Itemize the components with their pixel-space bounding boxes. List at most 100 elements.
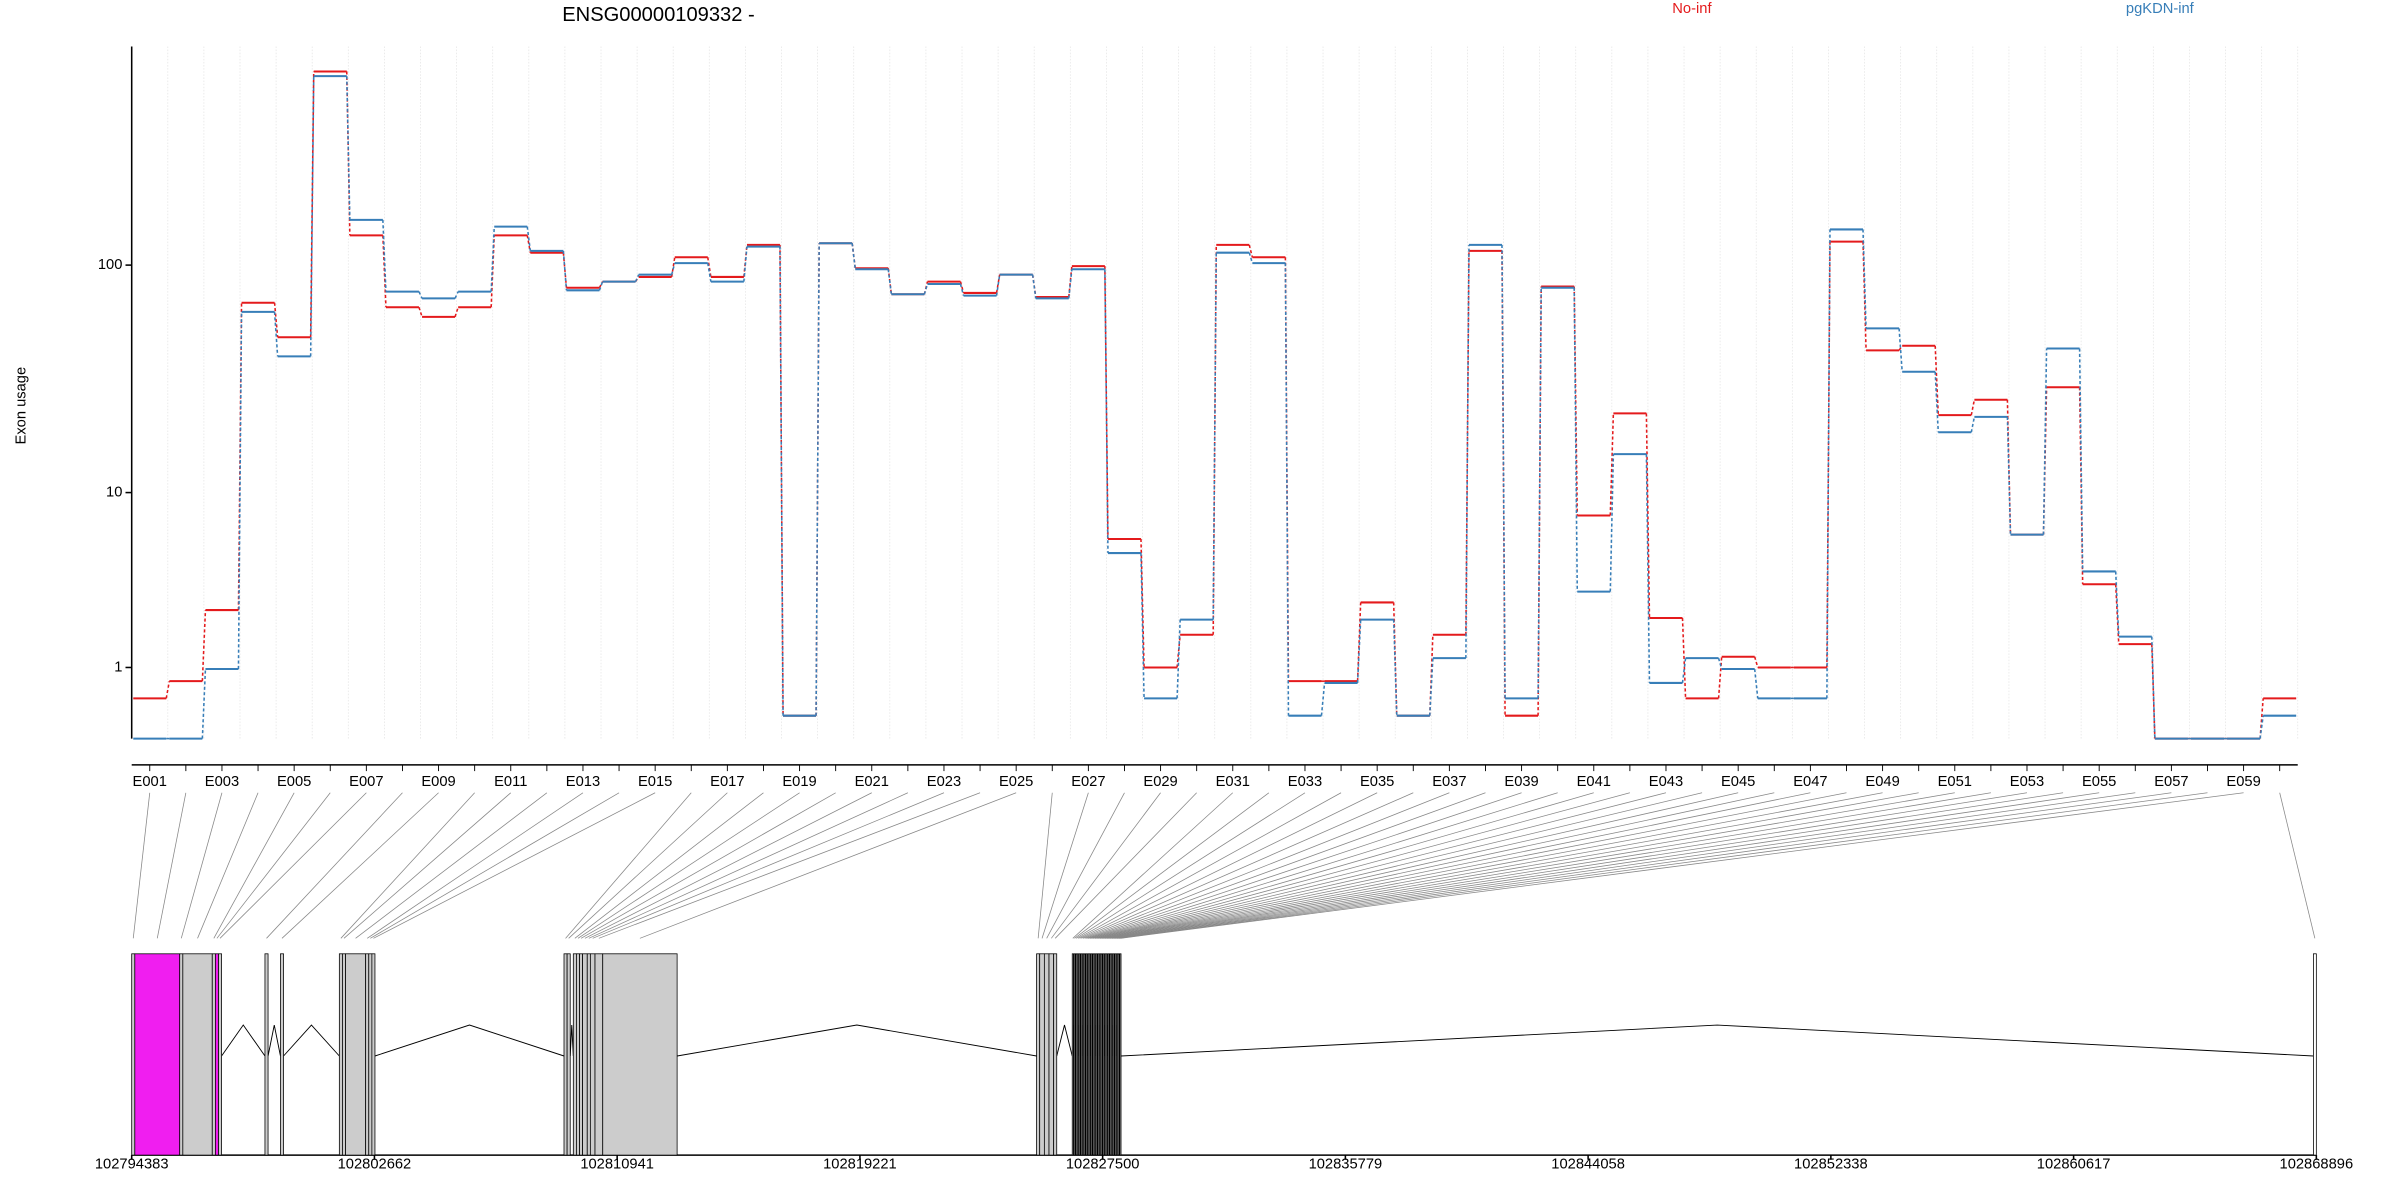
- step-connector: [923, 283, 929, 295]
- x-tick-label: E053: [2010, 774, 2044, 790]
- exon-connector: [1118, 792, 2208, 939]
- exon: [1090, 953, 1093, 1156]
- exon-connector: [1108, 792, 1991, 939]
- x-tick-label: E041: [1577, 774, 1611, 790]
- x-tick-label: E015: [638, 774, 672, 790]
- exon-connector: [1099, 792, 1811, 939]
- step-connector: [1429, 658, 1434, 716]
- exon: [579, 953, 583, 1156]
- step-connector: [2114, 571, 2120, 637]
- exon-connector: [565, 792, 692, 939]
- step-connector: [1212, 252, 1218, 620]
- genomic-tick-label: 102852338: [1794, 1156, 1868, 1172]
- x-tick-label: E003: [205, 774, 239, 790]
- step-connector: [779, 246, 784, 716]
- step-connector: [1681, 658, 1687, 684]
- exon: [1071, 953, 1074, 1156]
- exon: [1114, 953, 1117, 1156]
- exon-connector: [219, 792, 367, 939]
- exon-connector: [373, 792, 656, 939]
- exon-connector: [2279, 792, 2316, 939]
- step-connector: [959, 281, 965, 294]
- step-connector: [1573, 286, 1579, 516]
- step-connector: [526, 226, 532, 251]
- step-connector: [1753, 668, 1759, 699]
- exon-connector: [1110, 792, 2028, 939]
- exon: [1104, 953, 1107, 1156]
- exon: [182, 953, 213, 1156]
- step-connector: [1898, 345, 1903, 351]
- x-tick-label: E011: [494, 774, 527, 790]
- exon-connector: [1084, 792, 1486, 939]
- exon-connector: [1079, 792, 1378, 939]
- exon: [1092, 953, 1095, 1156]
- exon-connector: [588, 792, 909, 939]
- x-tick-label: E027: [1071, 774, 1105, 790]
- exon: [1117, 953, 1120, 1156]
- exon-connector: [1046, 792, 1125, 939]
- y-tick-label: 10: [106, 484, 122, 500]
- legend-label: pgKDN-inf: [2126, 1, 2195, 17]
- exon: [1082, 953, 1085, 1156]
- step-connector: [1934, 345, 1940, 416]
- exon-connector: [1088, 792, 1558, 939]
- intron: [569, 1025, 574, 1057]
- exon-connector: [180, 792, 223, 939]
- exon: [1048, 953, 1055, 1156]
- exon-connector: [1076, 792, 1306, 939]
- genomic-tick-label: 102844058: [1551, 1156, 1625, 1172]
- exon-connector: [197, 792, 259, 939]
- x-tick-label: E001: [133, 774, 167, 790]
- exon-connector: [1093, 792, 1667, 939]
- exon-connector: [1037, 792, 1053, 939]
- x-tick-label: E021: [855, 774, 889, 790]
- x-tick-label: E029: [1143, 774, 1177, 790]
- step-connector: [634, 274, 640, 282]
- exon-connector: [1089, 792, 1594, 939]
- exon-connector: [1111, 792, 2064, 939]
- step-connector: [1753, 656, 1759, 668]
- x-tick-label: E055: [2082, 774, 2116, 790]
- exon: [1109, 953, 1112, 1156]
- exon: [594, 953, 604, 1156]
- exon: [572, 953, 577, 1156]
- step-connector: [1609, 454, 1615, 592]
- exon-connector: [568, 792, 728, 939]
- step-connector: [201, 668, 207, 739]
- exon-connector: [598, 792, 981, 939]
- exon: [338, 953, 343, 1156]
- chart-title: ENSG00000109332 -: [562, 4, 755, 26]
- intron: [1056, 1024, 1073, 1057]
- step-connector: [1898, 328, 1903, 372]
- step-connector: [1067, 269, 1073, 299]
- exon-connector: [1094, 792, 1703, 939]
- step-connector: [1681, 617, 1687, 699]
- exon-connector: [366, 792, 584, 939]
- step-connector: [959, 283, 965, 296]
- exon: [134, 953, 181, 1156]
- exon: [264, 953, 269, 1156]
- step-connector: [1140, 553, 1145, 699]
- x-tick-label: E033: [1288, 774, 1322, 790]
- exon-connector: [132, 792, 151, 939]
- exon-connector: [1115, 792, 2136, 939]
- exon: [1075, 953, 1078, 1156]
- step-connector: [995, 274, 1001, 296]
- exon: [586, 953, 591, 1156]
- exon-connector: [584, 792, 872, 939]
- y-tick-label: 100: [98, 257, 123, 273]
- exon-connector: [355, 792, 548, 939]
- step-connector: [1176, 619, 1181, 699]
- exon: [365, 953, 370, 1156]
- intron: [221, 1024, 266, 1057]
- x-tick-label: E037: [1432, 774, 1466, 790]
- exon: [1112, 953, 1115, 1156]
- step-connector: [382, 219, 387, 292]
- exon: [345, 953, 367, 1156]
- step-connector: [562, 250, 568, 291]
- x-tick-label: E019: [782, 774, 816, 790]
- exon-connector: [1041, 792, 1089, 939]
- exon-connector: [266, 792, 403, 939]
- exon: [211, 953, 216, 1156]
